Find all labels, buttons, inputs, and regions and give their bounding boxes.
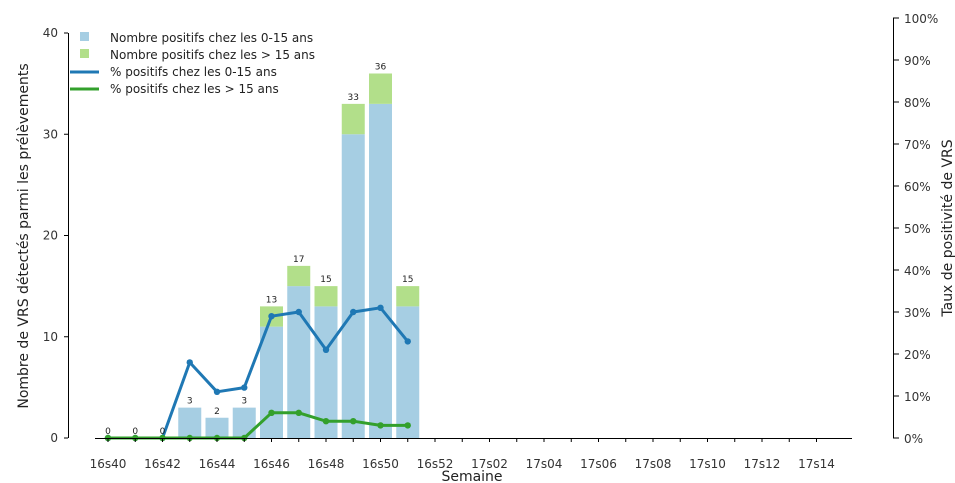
x-tick-label-17s04: 17s04	[526, 457, 563, 471]
x-tick-label-17s08: 17s08	[635, 457, 672, 471]
point-series-0-16s49	[350, 308, 357, 316]
y2-tick-label-1: 10%	[904, 390, 931, 404]
point-series-0-16s45	[241, 384, 248, 391]
total-label-16s44: 2	[214, 407, 220, 417]
x-tick-label-16s44: 16s44	[199, 457, 236, 471]
x-tick-label-16s46: 16s46	[253, 457, 290, 471]
bar-16s47-series-0	[287, 286, 311, 438]
bar-16s51-series-1	[396, 286, 420, 307]
bar-16s45-series-0	[232, 407, 256, 438]
y-tick-label-10: 10	[43, 330, 58, 344]
bar-16s50-series-1	[369, 73, 392, 104]
x-tick-label-17s06: 17s06	[580, 457, 617, 471]
legend-label-3: % positifs chez les > 15 ans	[110, 82, 279, 96]
point-series-0-16s51	[404, 338, 411, 345]
y2-tick-label-9: 90%	[904, 54, 931, 68]
x-tick-label-17s14: 17s14	[798, 457, 835, 471]
bar-16s50-series-0	[369, 103, 392, 438]
point-series-1-16s47	[295, 409, 302, 416]
legend-swatch-1	[80, 49, 89, 58]
y2-tick-label-7: 70%	[904, 138, 931, 152]
y-axis-title: Nombre de VRS détectés parmi les prélève…	[16, 63, 32, 408]
point-series-1-16s48	[322, 418, 330, 425]
point-series-0-16s44	[213, 388, 221, 395]
x-tick-label-17s02: 17s02	[471, 457, 508, 471]
y-tick-label-0: 0	[50, 431, 58, 445]
bar-16s44-series-0	[205, 417, 229, 438]
total-label-16s41: 0	[132, 427, 138, 437]
point-series-1-16s49	[350, 418, 357, 425]
y-tick-label-20: 20	[43, 229, 58, 243]
point-series-0-16s43	[186, 359, 193, 366]
y-tick-label-30: 30	[43, 127, 58, 141]
total-label-16s51: 15	[402, 275, 413, 285]
total-label-16s42: 0	[160, 427, 166, 437]
point-series-1-16s51	[404, 422, 411, 429]
y2-tick-label-8: 80%	[904, 96, 931, 110]
legend-label-2: % positifs chez les 0-15 ans	[110, 65, 277, 79]
y2-tick-label-0: 0%	[904, 432, 923, 446]
x-tick-label-16s40: 16s40	[90, 457, 127, 471]
x-tick-label-16s42: 16s42	[144, 457, 181, 471]
lines-layer	[104, 304, 411, 442]
x-axis-title: Semaine	[441, 469, 502, 483]
total-label-16s50: 36	[375, 63, 387, 73]
point-series-1-16s46	[268, 409, 275, 416]
y2-ticks: 0% 10% 20% 30% 40% 50% 60% 70% 80% 90% 100%	[893, 12, 938, 446]
y2-tick-label-2: 20%	[904, 348, 931, 362]
x-ticks: 16s40 16s42 16s44 16s46 16s48 16s50 16s52 17s02…	[90, 438, 835, 471]
point-series-0-16s46	[268, 313, 275, 320]
y2-tick-label-6: 60%	[904, 180, 931, 194]
y2-tick-label-10: 100%	[904, 12, 938, 26]
legend-swatch-0	[80, 32, 89, 41]
bar-16s48-series-1	[314, 286, 338, 307]
point-series-1-16s50	[377, 422, 384, 429]
y2-tick-label-3: 30%	[904, 306, 931, 320]
data-labels-layer: 0 0 0 3 2 3 13 17 15 33 36 15	[105, 63, 413, 438]
y-tick-label-40: 40	[43, 26, 58, 40]
bar-16s49-series-0	[341, 134, 365, 438]
x-tick-label-16s50: 16s50	[362, 457, 399, 471]
bar-16s47-series-1	[287, 265, 311, 287]
y2-tick-label-4: 40%	[904, 264, 931, 278]
bar-16s51-series-0	[396, 306, 420, 438]
bar-16s46-series-0	[260, 326, 283, 438]
total-label-16s40: 0	[105, 427, 111, 437]
bar-16s49-series-1	[341, 103, 365, 135]
point-series-0-16s47	[295, 308, 302, 316]
bar-16s43-series-0	[178, 407, 202, 438]
legend-label-0: Nombre positifs chez les 0-15 ans	[110, 31, 313, 45]
x-tick-label-16s48: 16s48	[308, 457, 345, 471]
x-tick-label-17s12: 17s12	[744, 457, 781, 471]
x-tick-label-17s10: 17s10	[689, 457, 726, 471]
total-label-16s49: 33	[348, 93, 359, 103]
total-label-16s48: 15	[320, 275, 331, 285]
total-label-16s46: 13	[266, 295, 277, 305]
legend: Nombre positifs chez les 0-15 ans Nombre …	[70, 31, 315, 96]
y-ticks: 0 10 20 30 40	[43, 26, 68, 445]
legend-label-1: Nombre positifs chez les > 15 ans	[110, 48, 315, 62]
total-label-16s47: 17	[293, 255, 304, 265]
point-series-0-16s48	[322, 346, 330, 353]
point-series-0-16s50	[377, 304, 384, 311]
y2-axis-title: Taux de positivité de VRS	[940, 139, 955, 317]
y2-tick-label-5: 50%	[904, 222, 931, 236]
total-label-16s45: 3	[241, 397, 247, 407]
x-tick-label-16s52: 16s52	[417, 457, 454, 471]
total-label-16s43: 3	[187, 397, 193, 407]
